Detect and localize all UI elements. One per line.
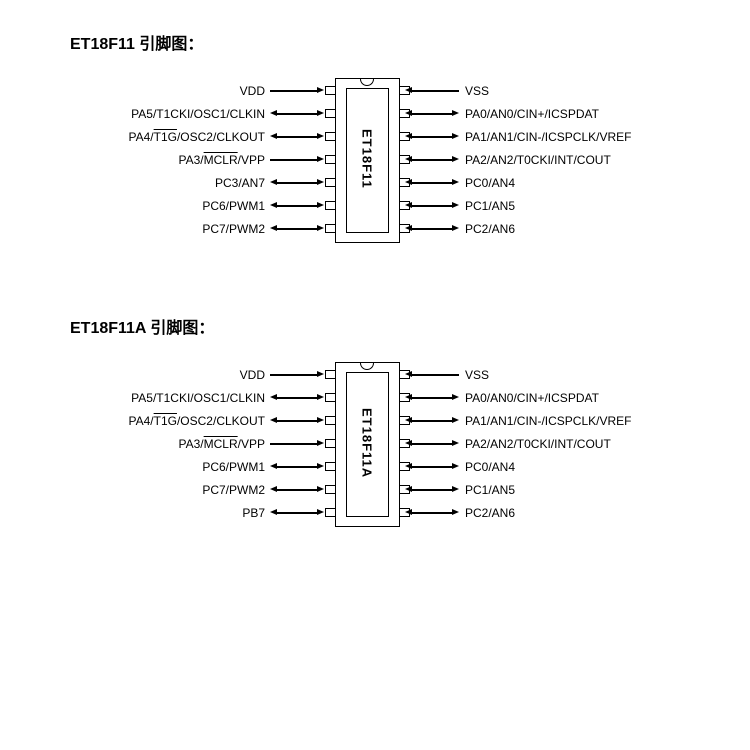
pin-right-label: PC0/AN4 xyxy=(465,460,745,474)
pin-right-label: PA1/AN1/CIN-/ICSPCLK/VREF xyxy=(465,414,745,428)
pin-lead-left xyxy=(325,462,336,471)
pin-right-label: PC1/AN5 xyxy=(465,483,745,497)
pin-row: VDD VSS xyxy=(60,80,750,104)
pin-row: PA5/T1CKI/OSC1/CLKIN PA0/AN0/CIN+/ICSPDAT xyxy=(60,387,750,411)
pin-lead-left xyxy=(325,439,336,448)
pinout-diagram-container: ET18F11 引脚图： ET18F11VDDVSSPA5/T1CKI/OSC1/… xyxy=(30,30,720,558)
pin-left-label: PB7 xyxy=(60,506,265,520)
section-title: ET18F11A 引脚图： xyxy=(70,314,720,338)
pin-lead-left xyxy=(325,393,336,402)
pin-right-label: VSS xyxy=(465,84,745,98)
pin-row: PC7/PWM2 PC2/AN6 xyxy=(60,218,750,242)
pin-lead-left xyxy=(325,508,336,517)
pin-right-label: PC0/AN4 xyxy=(465,176,745,190)
pin-left-label: PC3/AN7 xyxy=(60,176,265,190)
pin-lead-left xyxy=(325,370,336,379)
chip-wrap: ET18F11VDDVSSPA5/T1CKI/OSC1/CLKINPA0/AN0… xyxy=(60,74,720,274)
pin-left-label: PA4/T1G/OSC2/CLKOUT xyxy=(60,130,265,144)
section-title: ET18F11 引脚图： xyxy=(70,30,720,54)
pin-right-label: PA0/AN0/CIN+/ICSPDAT xyxy=(465,107,745,121)
pin-lead-left xyxy=(325,109,336,118)
pin-right-label: PA2/AN2/T0CKI/INT/COUT xyxy=(465,437,745,451)
pin-left-label: VDD xyxy=(60,368,265,382)
chip-section: ET18F11 引脚图： ET18F11VDDVSSPA5/T1CKI/OSC1/… xyxy=(30,30,720,274)
pin-left-label: PA3/MCLR/VPP xyxy=(60,153,265,167)
pin-right-label: PA0/AN0/CIN+/ICSPDAT xyxy=(465,391,745,405)
pin-row: PC3/AN7 PC0/AN4 xyxy=(60,172,750,196)
pin-lead-left xyxy=(325,155,336,164)
pin-left-label: PA4/T1G/OSC2/CLKOUT xyxy=(60,414,265,428)
pin-right-label: PA1/AN1/CIN-/ICSPCLK/VREF xyxy=(465,130,745,144)
pin-lead-left xyxy=(325,132,336,141)
pin-right-label: PC2/AN6 xyxy=(465,506,745,520)
pin-row: PA4/T1G/OSC2/CLKOUT PA1/AN1/CIN-/ICSPCLK/… xyxy=(60,126,750,150)
pin-left-label: PC7/PWM2 xyxy=(60,483,265,497)
pin-lead-left xyxy=(325,86,336,95)
pin-row: PA5/T1CKI/OSC1/CLKIN PA0/AN0/CIN+/ICSPDAT xyxy=(60,103,750,127)
pin-row: PC7/PWM2 PC1/AN5 xyxy=(60,479,750,503)
pin-left-label: PC6/PWM1 xyxy=(60,199,265,213)
pin-left-label: PC6/PWM1 xyxy=(60,460,265,474)
pin-right-label: VSS xyxy=(465,368,745,382)
pin-row: PA4/T1G/OSC2/CLKOUT PA1/AN1/CIN-/ICSPCLK/… xyxy=(60,410,750,434)
pin-right-label: PA2/AN2/T0CKI/INT/COUT xyxy=(465,153,745,167)
pin-row: PA3/MCLR/VPP PA2/AN2/T0CKI/INT/COUT xyxy=(60,149,750,173)
pin-row: PB7 PC2/AN6 xyxy=(60,502,750,526)
chip-wrap: ET18F11AVDDVSSPA5/T1CKI/OSC1/CLKINPA0/AN… xyxy=(60,358,720,558)
pin-lead-left xyxy=(325,224,336,233)
pin-lead-left xyxy=(325,416,336,425)
pin-row: PC6/PWM1 PC0/AN4 xyxy=(60,456,750,480)
pin-lead-left xyxy=(325,178,336,187)
pin-left-label: VDD xyxy=(60,84,265,98)
pin-left-label: PA5/T1CKI/OSC1/CLKIN xyxy=(60,107,265,121)
chip-section: ET18F11A 引脚图： ET18F11AVDDVSSPA5/T1CKI/OSC… xyxy=(30,314,720,558)
pin-left-label: PC7/PWM2 xyxy=(60,222,265,236)
pin-row: VDD VSS xyxy=(60,364,750,388)
pin-row: PA3/MCLR/VPP PA2/AN2/T0CKI/INT/COUT xyxy=(60,433,750,457)
pin-left-label: PA3/MCLR/VPP xyxy=(60,437,265,451)
pin-right-label: PC1/AN5 xyxy=(465,199,745,213)
pin-left-label: PA5/T1CKI/OSC1/CLKIN xyxy=(60,391,265,405)
pin-row: PC6/PWM1 PC1/AN5 xyxy=(60,195,750,219)
pin-lead-left xyxy=(325,485,336,494)
pin-lead-left xyxy=(325,201,336,210)
pin-right-label: PC2/AN6 xyxy=(465,222,745,236)
